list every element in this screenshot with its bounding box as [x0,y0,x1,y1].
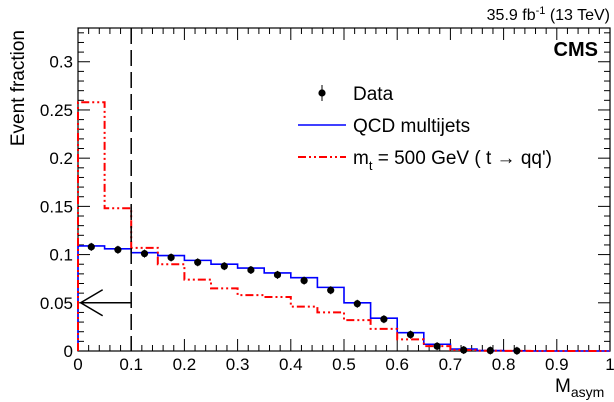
energy-label: (13 TeV) [545,7,610,24]
data-point [513,347,521,355]
y-tick-label: 0.15 [40,197,73,216]
x-tick-label: 0.5 [332,355,356,374]
legend-signal-part: t → qq') [486,148,552,169]
legend-signal-part: = 500 GeV ( [372,148,486,169]
legend-signal-part: t [369,158,373,173]
y-tick-label: 0.25 [40,101,73,120]
data-point [433,342,441,350]
data-point [406,331,415,339]
x-tick-label: 0 [73,355,82,374]
y-tick-label: 0.3 [49,53,73,72]
data-point [486,346,494,355]
legend-data-marker [318,89,326,97]
legend-signal-label: mt = 500 GeV ( t → qq') [353,148,552,173]
x-tick-label: 0.4 [279,355,303,374]
luminosity-label: 35.9 fb-1 (13 TeV) [487,5,610,24]
y-tick-label: 0.2 [49,149,73,168]
x-tick-label: 0.9 [545,355,569,374]
data-point [327,286,335,294]
legend-data-label: Data [353,84,394,105]
data-point [273,271,282,279]
cut-arrow-head [79,289,104,317]
data-point [114,246,122,254]
x-tick-label: 1 [605,355,614,374]
y-tick-label: 0 [64,342,73,361]
legend-signal-part: m [353,148,369,169]
x-tick-label: 0.1 [119,355,143,374]
data-point [167,253,175,262]
legend: Data QCD multijets mt = 500 GeV ( t → qq') [298,84,552,173]
data-point [140,250,149,258]
luminosity-exponent: -1 [536,5,546,17]
y-tick-label: 0.1 [49,246,73,265]
x-tick-label: 0.6 [385,355,409,374]
data-point [247,266,255,274]
x-tick-label: 0.8 [492,355,516,374]
x-axis-label: Masym [555,376,604,400]
x-tick-label: 0.2 [173,355,197,374]
data-point [300,277,308,285]
data-point [353,300,361,308]
x-tick-label: 0.7 [439,355,463,374]
experiment-label: CMS [554,39,598,61]
data-point [87,243,95,251]
legend-qcd-label: QCD multijets [353,116,470,137]
data-point [460,346,468,354]
series-signal-histogram [77,101,610,352]
y-tick-label: 0.05 [40,294,73,313]
x-tick-label: 0.3 [226,355,250,374]
x-axis-label-subscript: asym [571,384,604,400]
data-point [194,258,202,266]
data-point [380,315,388,323]
luminosity-value: 35.9 fb [487,7,536,24]
y-axis-label: Event fraction [8,30,29,146]
data-point [220,262,228,270]
